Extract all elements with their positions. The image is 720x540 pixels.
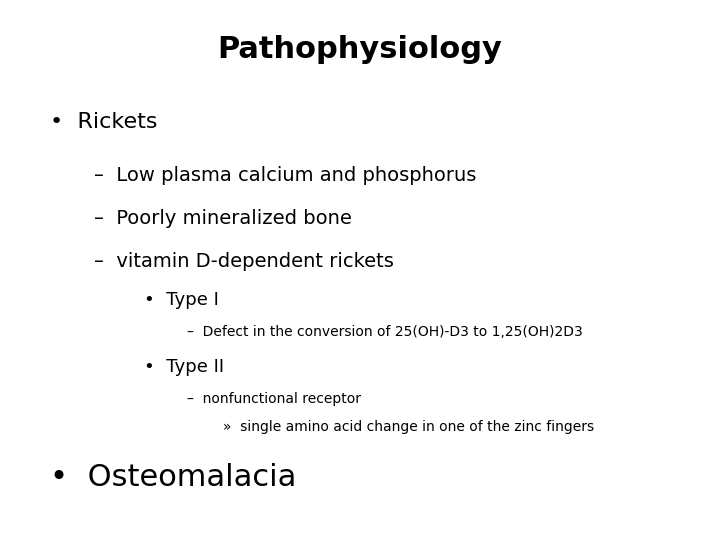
Text: –  Low plasma calcium and phosphorus: – Low plasma calcium and phosphorus <box>94 166 476 185</box>
Text: –  vitamin D-dependent rickets: – vitamin D-dependent rickets <box>94 252 393 272</box>
Text: •  Type I: • Type I <box>144 291 219 309</box>
Text: •  Type II: • Type II <box>144 358 224 376</box>
Text: Pathophysiology: Pathophysiology <box>217 35 503 64</box>
Text: •  Rickets: • Rickets <box>50 111 158 132</box>
Text: –  Poorly mineralized bone: – Poorly mineralized bone <box>94 209 351 228</box>
Text: –  Defect in the conversion of 25(OH)-D3 to 1,25(OH)2D3: – Defect in the conversion of 25(OH)-D3 … <box>187 325 583 339</box>
Text: »  single amino acid change in one of the zinc fingers: » single amino acid change in one of the… <box>223 420 594 434</box>
Text: –  nonfunctional receptor: – nonfunctional receptor <box>187 392 361 406</box>
Text: •  Osteomalacia: • Osteomalacia <box>50 463 297 492</box>
